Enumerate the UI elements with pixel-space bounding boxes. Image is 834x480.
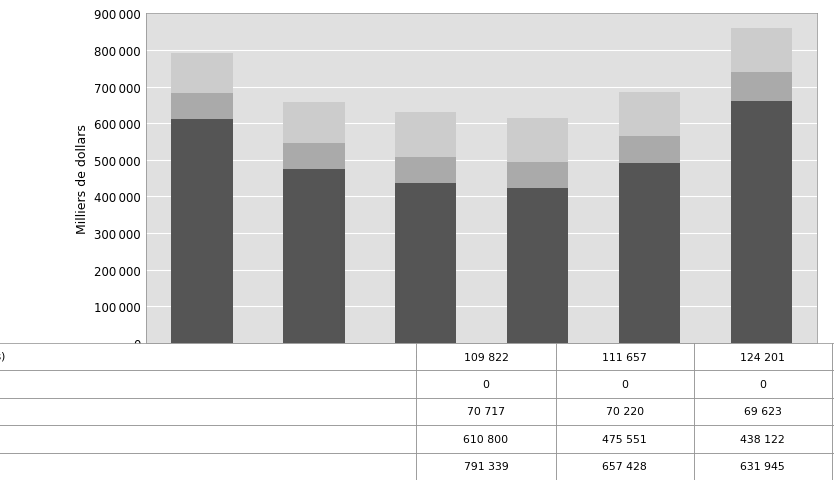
Bar [731,29,792,73]
Bar [171,54,233,94]
Bar [395,158,456,183]
Bar [507,162,568,188]
Bar [171,120,233,343]
Bar [619,93,681,137]
Bar [283,103,344,144]
Bar [395,183,456,343]
Bar [731,73,792,102]
Bar [507,188,568,343]
Bar [619,164,681,343]
Bar [283,144,344,169]
Y-axis label: Milliers de dollars: Milliers de dollars [76,124,88,234]
Bar [731,102,792,343]
Bar [619,137,681,164]
Bar [283,169,344,343]
Bar [395,112,456,158]
Bar [171,94,233,120]
Bar [507,119,568,162]
